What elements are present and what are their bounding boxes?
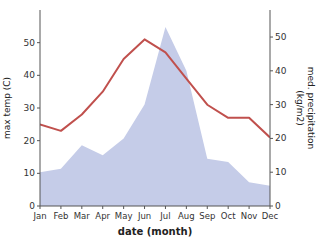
y-tick-label: 50 [24, 38, 36, 48]
y-tick-label: 40 [24, 70, 36, 80]
chart: 0 10 20 30 40 50 0 10 20 30 40 50 Jan Feb Mar Apr May Jun… [0, 0, 318, 242]
y2-axis-label-line: med. precipitation [306, 67, 316, 149]
x-tick-label: Dec [262, 211, 279, 221]
y2-tick [270, 70, 273, 71]
x-tick-label: May [115, 211, 133, 221]
x-tick-label: Nov [241, 211, 258, 221]
y2-axis-line [270, 10, 271, 206]
x-tick [81, 206, 82, 209]
x-tick-label: Sep [199, 211, 215, 221]
x-tick [60, 206, 61, 209]
y2-tick [270, 172, 273, 173]
y-tick [37, 173, 40, 174]
x-tick [186, 206, 187, 209]
y2-axis-label: med. precipitation(kg/m2) [295, 67, 316, 149]
x-tick-label: Jan [32, 211, 46, 221]
x-axis-line [40, 206, 270, 207]
y-tick [37, 108, 40, 109]
x-tick-label: Feb [53, 211, 68, 221]
y-tick-label: 10 [24, 168, 36, 178]
y-tick-label: 20 [24, 136, 36, 146]
x-tick-label: Apr [95, 211, 110, 221]
y2-tick-label: 50 [275, 32, 287, 42]
plot-area [40, 27, 270, 206]
y-tick-label: 30 [24, 103, 36, 113]
x-tick-label: Jun [137, 211, 151, 221]
x-tick [102, 206, 103, 209]
x-tick [123, 206, 124, 209]
x-tick [165, 206, 166, 209]
x-tick-label: Aug [178, 211, 195, 221]
y2-tick-label: 30 [275, 100, 287, 110]
x-tick-label: Oct [221, 211, 236, 221]
y2-tick-label: 0 [275, 201, 281, 211]
x-tick [228, 206, 229, 209]
x-tick [249, 206, 250, 209]
y-tick-label: 0 [29, 201, 35, 211]
y-tick [37, 75, 40, 76]
x-axis-label: date (month) [118, 226, 192, 237]
temperature-line [40, 39, 270, 137]
y-tick [37, 42, 40, 43]
y2-tick-label: 10 [275, 167, 287, 177]
x-tick [144, 206, 145, 209]
x-tick [207, 206, 208, 209]
x-tick [270, 206, 271, 209]
y2-tick [270, 37, 273, 38]
x-tick-label: Jul [159, 211, 170, 221]
x-tick-label: Mar [74, 211, 91, 221]
x-tick [40, 206, 41, 209]
y2-tick [270, 138, 273, 139]
y2-axis-label-line: (kg/m2) [295, 90, 305, 125]
y2-tick-label: 40 [275, 66, 287, 76]
y2-tick [270, 104, 273, 105]
precipitation-area [40, 27, 270, 206]
y-tick [37, 140, 40, 141]
y2-tick-label: 20 [275, 133, 287, 143]
y-axis-label: max temp (C) [2, 77, 12, 139]
axes: 0 10 20 30 40 50 0 10 20 30 40 50 Jan Feb Mar Apr May Jun… [2, 10, 316, 237]
